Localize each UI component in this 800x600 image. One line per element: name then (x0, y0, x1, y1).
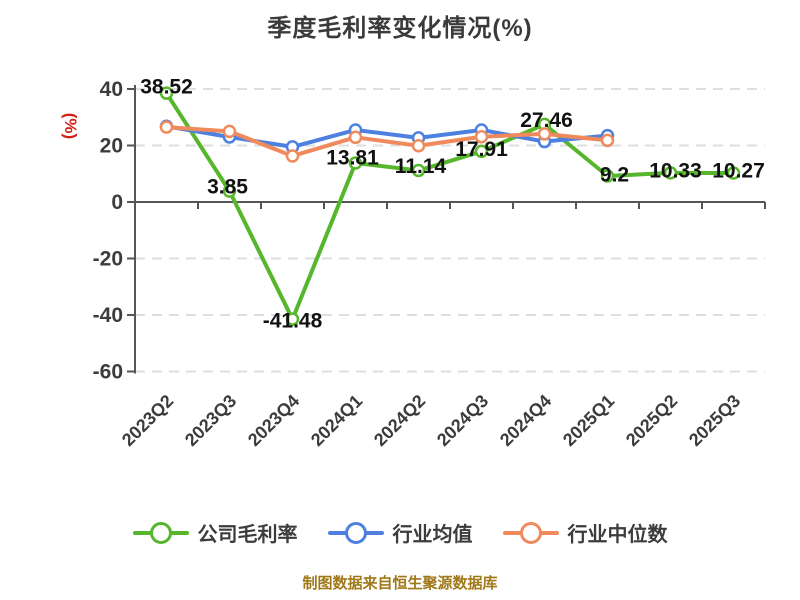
y-tick-label: 40 (100, 78, 123, 101)
legend-line-marker-icon (327, 521, 384, 544)
x-tick-label: 2023Q4 (244, 391, 303, 450)
data-point (726, 166, 741, 180)
legend-item-2[interactable]: 行业中位数 (502, 518, 668, 547)
data-label: 13.81 (326, 146, 379, 169)
legend-label: 公司毛利率 (197, 524, 298, 546)
data-point (474, 144, 489, 159)
legend-label: 行业中位数 (567, 524, 668, 546)
x-tick-label: 2024Q4 (496, 391, 555, 450)
data-label: 3.85 (207, 176, 248, 199)
data-label: 10.27 (712, 159, 765, 182)
y-tick-label: -40 (93, 304, 123, 327)
x-tick-label: 2024Q2 (370, 391, 429, 450)
series-line-0 (159, 86, 741, 326)
y-tick-label: 0 (111, 191, 123, 214)
data-label: 17.91 (455, 138, 508, 161)
data-source-note: 制图数据来自恒生聚源数据库 (302, 575, 498, 592)
data-point (600, 133, 615, 148)
series-line-2 (159, 120, 615, 163)
data-label: 38.52 (140, 76, 193, 99)
y-tick-label: -20 (93, 248, 123, 271)
data-point (411, 139, 426, 153)
x-tick-labels: 2023Q2 2023Q3 2023Q4 2024Q1 2024Q2 2024Q3 2024… (118, 391, 744, 450)
legend-item-1[interactable]: 行业均值 (327, 518, 473, 547)
legend-label: 行业均值 (392, 524, 473, 546)
data-point (474, 129, 489, 144)
data-point (222, 184, 237, 198)
data-point (159, 86, 174, 100)
axes: 40 20 0 -20 -40 -60 (93, 78, 766, 384)
data-label: 27.46 (520, 109, 573, 132)
data-point (348, 130, 363, 145)
data-point (537, 127, 552, 141)
x-tick-label: 2024Q1 (307, 391, 366, 450)
data-label: -41.48 (263, 310, 323, 333)
data-point (159, 120, 174, 134)
gridlines (135, 88, 765, 373)
legend-line-marker-icon (132, 521, 189, 544)
legend-line-marker-icon (502, 521, 559, 544)
data-point (600, 169, 615, 183)
y-tick-label: 20 (100, 135, 123, 158)
data-point (285, 312, 300, 326)
x-tick-label: 2024Q3 (433, 391, 492, 450)
data-point (222, 124, 237, 139)
x-tick-label: 2025Q3 (685, 391, 744, 450)
data-point (285, 149, 300, 163)
legend-item-0[interactable]: 公司毛利率 (132, 518, 298, 547)
x-tick-label: 2025Q1 (559, 391, 618, 450)
data-label: 11.14 (395, 155, 447, 178)
data-labels: 38.52 3.85 -41.48 13.81 11.14 17.91 27.46 9.2 10… (140, 76, 765, 333)
chart-legend: 公司毛利率 行业均值 行业中位数 (0, 518, 800, 547)
chart-title: 季度毛利率变化情况(%) (267, 15, 533, 42)
y-tick-label: -60 (93, 361, 123, 384)
data-point (348, 156, 363, 170)
data-label: 9.2 (600, 164, 629, 187)
data-point (663, 166, 678, 180)
data-point (411, 163, 426, 178)
x-tick-label: 2023Q2 (118, 391, 177, 450)
x-tick-label: 2023Q3 (181, 391, 240, 450)
x-tick-label: 2025Q2 (622, 391, 681, 450)
data-label: 10.33 (649, 159, 702, 182)
